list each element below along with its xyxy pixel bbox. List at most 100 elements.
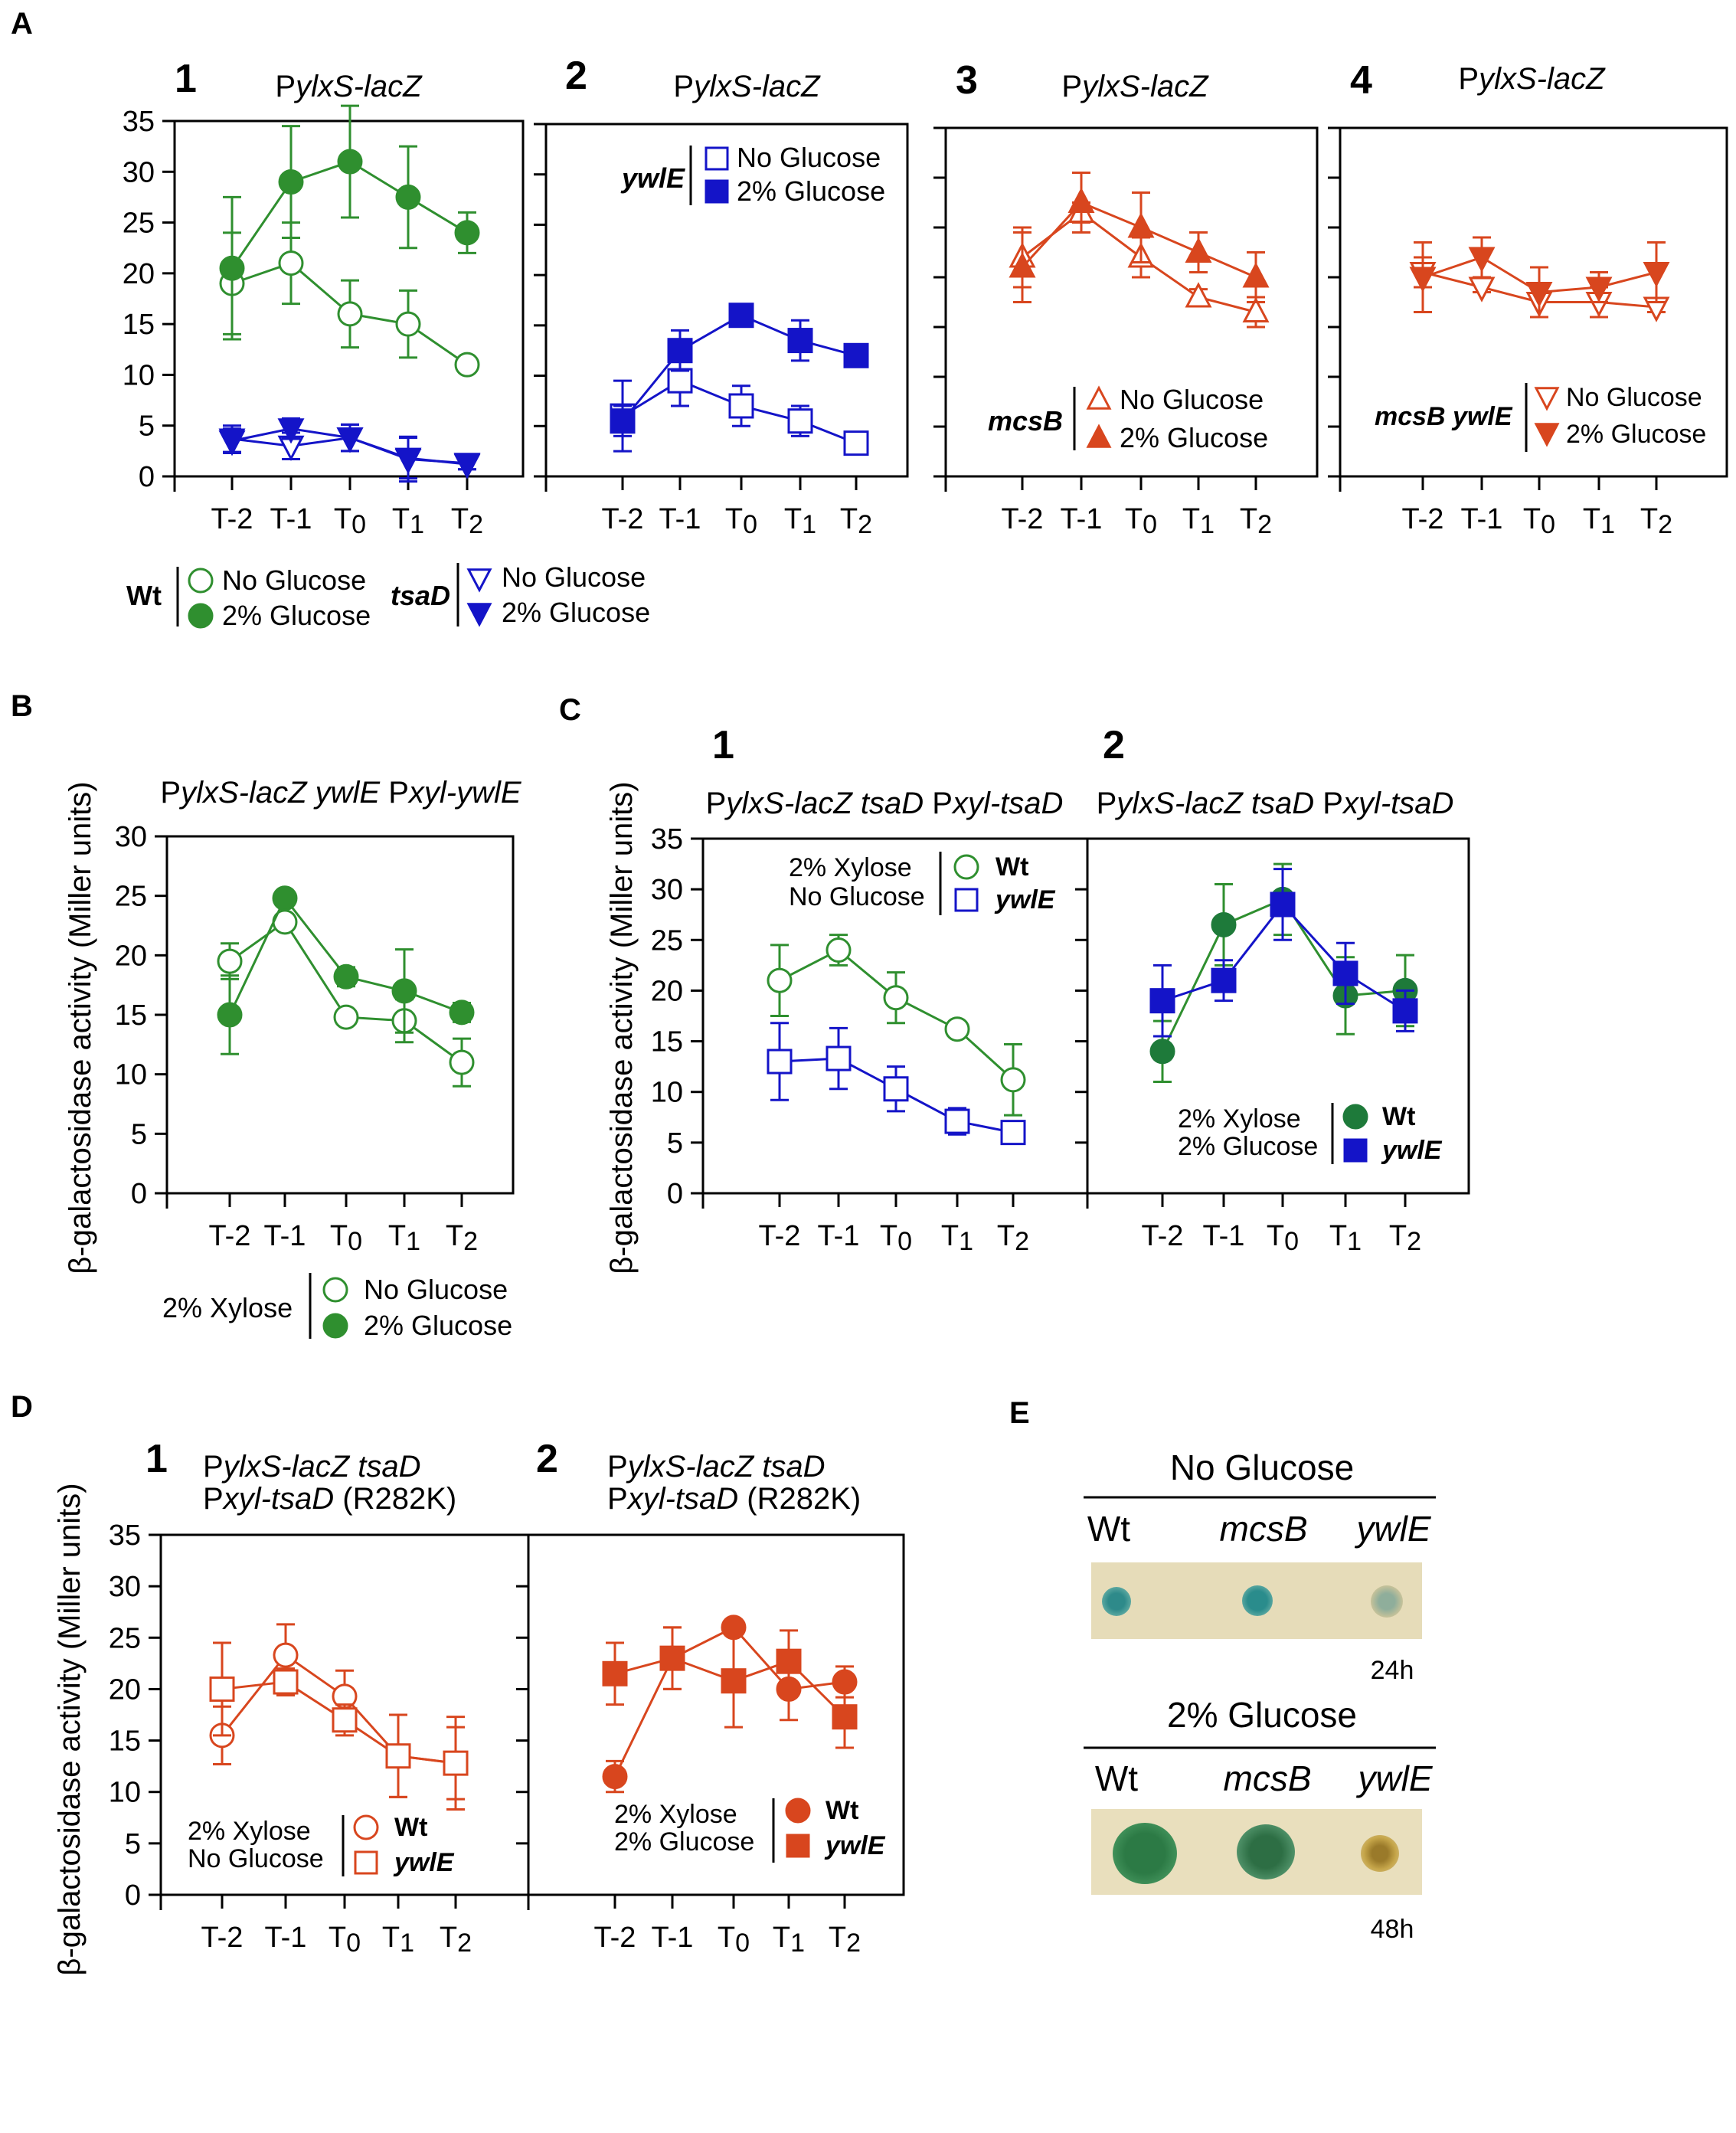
y-tick-label-c1-0: 0 <box>667 1178 683 1210</box>
plate-photo-no-glucose <box>1091 1562 1422 1639</box>
series-a1-3 <box>218 417 481 483</box>
series-c1-1 <box>767 1022 1026 1146</box>
chart-title-a4: PylxS-lacZ <box>1458 62 1606 96</box>
legend-c1-ywle-text: ywlE <box>994 885 1056 914</box>
x-tick-label-c2-3: T1 <box>1329 1220 1362 1256</box>
data-point-a1-3-1 <box>277 418 305 444</box>
legend-c1-ywle-marker <box>954 888 979 912</box>
legend-d1-wt-marker <box>353 1814 379 1840</box>
panel-number-d2: 2 <box>536 1437 558 1481</box>
data-point-c2-1-2 <box>1270 891 1296 918</box>
legend-b-glucose-marker <box>322 1313 348 1339</box>
y-tick-label-d1-2: 10 <box>109 1777 141 1809</box>
data-point-a3-1-2 <box>1127 212 1155 238</box>
x-tick-label-a1-1: T-1 <box>270 503 312 535</box>
data-point-c1-1-4 <box>1000 1120 1026 1146</box>
chart-a1: T-2 T-1 T0 T1 T2 0 5 10 15 20 25 30 35 PylxS-lacZ 1 A <box>11 7 525 539</box>
data-point-b-0-0 <box>217 948 243 974</box>
panel-e-bottom-label-1: mcsB <box>1224 1758 1312 1798</box>
data-point-a1-0-4 <box>454 352 480 378</box>
data-point-d2-1-1 <box>659 1645 685 1671</box>
x-tick-label-b-4: T2 <box>446 1220 478 1256</box>
data-point-a1-3-0 <box>218 430 246 456</box>
x-tick-label-c1-2: T0 <box>880 1220 912 1256</box>
x-tick-label-a4-1: T-1 <box>1461 503 1503 535</box>
data-point-d1-0-1 <box>273 1642 299 1668</box>
y-tick-label-a1-3: 15 <box>123 309 155 341</box>
legend-a3-no-glucose-text: No Glucose <box>1120 384 1264 415</box>
x-tick-label-b-2: T0 <box>330 1220 362 1256</box>
series-d2-0 <box>602 1614 858 1794</box>
data-point-a1-1-2 <box>337 149 363 175</box>
panel-number-a1: 1 <box>175 57 197 101</box>
legend-d1-ywle-text: ywlE <box>393 1848 455 1877</box>
data-point-a2-0-2 <box>728 393 754 419</box>
legend-c1-line2: No Glucose <box>789 882 925 911</box>
data-point-d1-1-0 <box>209 1676 235 1702</box>
x-tick-label-a4-3: T1 <box>1583 503 1615 539</box>
panel-e-bottom-time: 48h <box>1371 1915 1414 1944</box>
x-tick-label-a3-1: T-1 <box>1061 503 1103 535</box>
x-tick-label-a1-3: T1 <box>392 503 424 539</box>
y-tick-label-d1-1: 5 <box>125 1828 141 1860</box>
x-tick-label-d2-1: T-1 <box>652 1922 694 1954</box>
data-point-d1-1-3 <box>385 1743 411 1769</box>
panel-e-top-title: No Glucose <box>1170 1448 1354 1487</box>
legend-b-no-glucose-marker <box>322 1277 348 1303</box>
legend-a3-strain: mcsB <box>988 405 1063 437</box>
legend-a1-wt-no-glucose-marker <box>188 568 214 594</box>
legend-c1-wt-marker <box>953 854 979 880</box>
series-d1-1 <box>209 1641 469 1801</box>
series-a1-1 <box>219 104 480 341</box>
data-point-a4-1-3 <box>1585 276 1613 303</box>
y-tick-label-a1-1: 5 <box>139 411 155 443</box>
y-tick-label-a1-5: 25 <box>123 208 155 240</box>
legend-d2-line1: 2% Xylose <box>614 1800 737 1829</box>
data-point-d2-1-2 <box>721 1668 747 1694</box>
legend-c2-wt-marker <box>1342 1104 1368 1130</box>
data-point-a2-0-1 <box>667 368 693 394</box>
data-point-d1-1-4 <box>443 1750 469 1776</box>
y-tick-label-a1-7: 35 <box>123 106 155 138</box>
y-tick-label-a1-6: 30 <box>123 156 155 188</box>
data-point-a1-3-3 <box>394 448 422 475</box>
legend-a2-no-glucose-marker <box>705 146 729 171</box>
chart-subtitle-d1: Pxyl-tsaD (R282K) <box>203 1482 456 1516</box>
y-tick-label-c1-6: 30 <box>651 874 683 906</box>
data-point-d2-1-4 <box>832 1704 858 1730</box>
y-tick-label-c1-1: 5 <box>667 1127 683 1160</box>
legend-a3-glucose-marker <box>1086 424 1112 448</box>
legend-a1-tsad-glucose-text: 2% Glucose <box>502 597 650 628</box>
panel-e-top-label-2: ywlE <box>1354 1509 1431 1549</box>
data-point-a1-0-2 <box>337 301 363 327</box>
series-a2-1 <box>610 303 869 437</box>
panel-number-c1: 1 <box>712 723 734 767</box>
chart-a2: T-2 T-1 T0 T1 T2 PylxS-lacZ 2 <box>534 54 909 539</box>
x-tick-label-c1-1: T-1 <box>818 1220 860 1252</box>
legend-a4-strain: mcsB ywlE <box>1375 402 1513 431</box>
data-point-a3-1-4 <box>1242 262 1270 288</box>
x-tick-label-d2-4: T2 <box>829 1922 861 1958</box>
chart-title-c1: PylxS-lacZ tsaD Pxyl-tsaD <box>706 787 1064 820</box>
panel-letter-b: B <box>11 689 33 723</box>
colony-ywle-no-glucose <box>1371 1585 1403 1618</box>
data-point-b-1-3 <box>391 978 417 1004</box>
x-tick-label-c2-0: T-2 <box>1142 1220 1184 1252</box>
data-point-a4-1-1 <box>1468 247 1496 273</box>
data-point-a1-1-0 <box>219 255 245 281</box>
legend-b-glucose-text: 2% Glucose <box>364 1310 512 1341</box>
y-tick-label-b-3: 15 <box>115 999 147 1032</box>
panel-number-d1: 1 <box>145 1437 168 1481</box>
y-tick-label-c1-7: 35 <box>651 823 683 855</box>
y-tick-label-a1-0: 0 <box>139 461 155 493</box>
y-tick-label-d1-3: 15 <box>109 1726 141 1758</box>
legend-c2-line1: 2% Xylose <box>1178 1104 1301 1134</box>
panel-e-bottom-label-2: ywlE <box>1355 1758 1433 1798</box>
data-point-a4-1-0 <box>1409 267 1437 293</box>
chart-title-a2: PylxS-lacZ <box>673 70 821 103</box>
x-tick-label-b-3: T1 <box>388 1220 420 1256</box>
chart-c1: T-2 T-1 T0 T1 T2 0 5 10 15 20 25 30 35 PylxS-lacZ tsa… <box>559 693 1089 1274</box>
y-tick-label-c1-4: 20 <box>651 975 683 1007</box>
panel-e-bottom-label-0: Wt <box>1095 1758 1138 1798</box>
